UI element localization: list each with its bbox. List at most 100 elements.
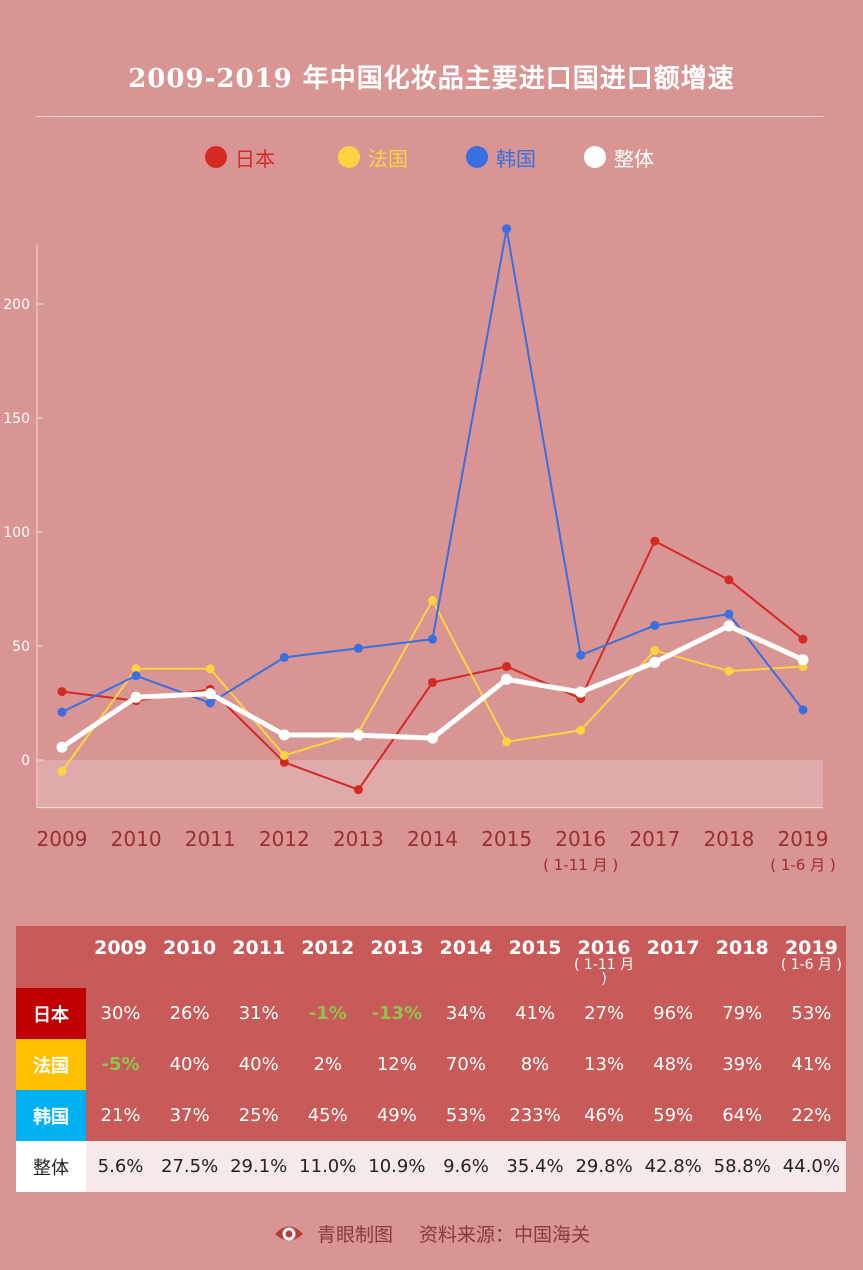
data-point-韩国 <box>279 652 289 662</box>
table-cell: 9.6% <box>431 1141 501 1192</box>
data-point-韩国 <box>131 671 141 681</box>
data-point-法国 <box>428 595 437 605</box>
table-corner <box>16 926 86 988</box>
table-cell: -13% <box>362 988 432 1039</box>
data-point-日本 <box>428 677 437 687</box>
table-year-header: 2009 <box>86 926 156 988</box>
data-point-法国 <box>650 646 660 656</box>
table-cell: 22% <box>776 1090 846 1141</box>
data-point-整体 <box>649 656 661 668</box>
table-cell: 70% <box>431 1039 501 1090</box>
table-cell: 29.8% <box>569 1141 639 1192</box>
x-tick-label: 2014 <box>407 827 458 851</box>
x-tick-label: 2009 <box>37 827 88 851</box>
table-cell: 233% <box>500 1090 570 1141</box>
data-point-整体 <box>575 686 587 698</box>
data-point-整体 <box>352 729 364 741</box>
table-year-header: 2017 <box>638 926 708 988</box>
data-point-日本 <box>279 757 289 767</box>
table-row-header: 韩国 <box>16 1090 86 1141</box>
chart-title: 2009-2019 年中国化妆品主要进口国进口额增速 <box>128 64 735 94</box>
table-cell: 29.1% <box>224 1141 294 1192</box>
data-point-韩国 <box>57 707 67 717</box>
data-point-韩国 <box>724 609 734 619</box>
table-year-header: 2019( 1-6 月 ) <box>776 926 846 988</box>
table-cell: 42.8% <box>638 1141 708 1192</box>
table-row: 日本 30% 26% 31% -1% -13% 34% 41% 27% 96% 79% 53% <box>16 988 846 1039</box>
legend: 日本 法国 韩国 整体 <box>0 142 863 172</box>
table-year-header: 2010 <box>155 926 225 988</box>
table-cell: 12% <box>362 1039 432 1090</box>
table-cell: 45% <box>293 1090 363 1141</box>
table-year-header: 2012 <box>293 926 363 988</box>
negative-zone <box>37 760 823 808</box>
data-point-法国 <box>205 664 215 674</box>
data-point-法国 <box>724 666 734 676</box>
table-cell: -5% <box>86 1039 156 1090</box>
table-cell: 40% <box>155 1039 225 1090</box>
data-point-韩国 <box>428 634 437 644</box>
table-cell: 39% <box>707 1039 777 1090</box>
table-cell: 58.8% <box>707 1141 777 1192</box>
data-point-日本 <box>724 575 734 585</box>
table-cell: 46% <box>569 1090 639 1141</box>
x-tick-label: 2010 <box>111 827 162 851</box>
x-tick-sublabel: ( 1-6 月 ) <box>770 856 836 874</box>
x-tick-label: 2012 <box>259 827 310 851</box>
legend-marker <box>584 146 606 168</box>
table-year-header: 2015 <box>500 926 570 988</box>
table-cell: -1% <box>293 988 363 1039</box>
x-tick-sublabel: ( 1-11 月 ) <box>543 856 618 874</box>
table-cell: 5.6% <box>86 1141 156 1192</box>
table-cell: 10.9% <box>362 1141 432 1192</box>
x-tick-label: 2011 <box>185 827 236 851</box>
legend-label: 整体 <box>614 146 654 171</box>
footer: 青眼制图 资料来源：中国海关 <box>0 1216 863 1250</box>
data-point-韩国 <box>798 705 808 715</box>
legend-marker <box>205 146 227 168</box>
legend-label: 法国 <box>368 146 408 171</box>
table-cell: 2% <box>293 1039 363 1090</box>
table-cell: 30% <box>86 988 156 1039</box>
table-cell: 53% <box>776 988 846 1039</box>
data-point-整体 <box>56 741 68 753</box>
table-cell: 35.4% <box>500 1141 570 1192</box>
data-point-韩国 <box>353 643 363 653</box>
table-row: 韩国 21% 37% 25% 45% 49% 53% 233% 46% 59% 64% 22% <box>16 1090 846 1141</box>
legend-marker <box>338 146 360 168</box>
legend-item: 韩国 <box>466 142 536 172</box>
data-point-整体 <box>278 729 290 741</box>
table-cell: 64% <box>707 1090 777 1141</box>
data-point-整体 <box>797 654 809 666</box>
data-point-韩国 <box>205 698 215 708</box>
data-point-韩国 <box>576 650 586 660</box>
brand-name: 青眼制图 <box>316 1223 393 1246</box>
table-row: 整体 5.6% 27.5% 29.1% 11.0% 10.9% 9.6% 35.4% 29.8%… <box>16 1141 846 1192</box>
data-point-整体 <box>427 732 438 744</box>
table-year-header: 2013 <box>362 926 432 988</box>
data-point-日本 <box>650 536 660 546</box>
data-point-整体 <box>723 620 735 632</box>
table-row-header: 整体 <box>16 1141 86 1192</box>
table-cell: 27% <box>569 988 639 1039</box>
data-point-日本 <box>57 687 67 697</box>
data-point-法国 <box>576 725 586 735</box>
y-tick-label: 150 <box>3 411 30 427</box>
data-point-法国 <box>279 750 289 760</box>
x-tick-label: 2013 <box>333 827 384 851</box>
table-year-header: 2016( 1-11 月 ) <box>569 926 639 988</box>
table-cell: 8% <box>500 1039 570 1090</box>
data-point-整体 <box>130 691 142 703</box>
x-tick-label: 2015 <box>481 827 532 851</box>
y-tick-label: 50 <box>12 639 30 655</box>
table-cell: 41% <box>776 1039 846 1090</box>
eye-logo-icon <box>274 1226 303 1241</box>
table-cell: 44.0% <box>776 1141 846 1192</box>
table-cell: 40% <box>224 1039 294 1090</box>
data-point-日本 <box>353 785 363 795</box>
data-point-韩国 <box>650 620 660 630</box>
table-cell: 25% <box>224 1090 294 1141</box>
data-table: 2009 2010 2011 2012 2013 2014 2015 2016( 1-11 月… <box>16 926 846 1192</box>
x-tick-label: 2018 <box>703 827 754 851</box>
table-cell: 41% <box>500 988 570 1039</box>
